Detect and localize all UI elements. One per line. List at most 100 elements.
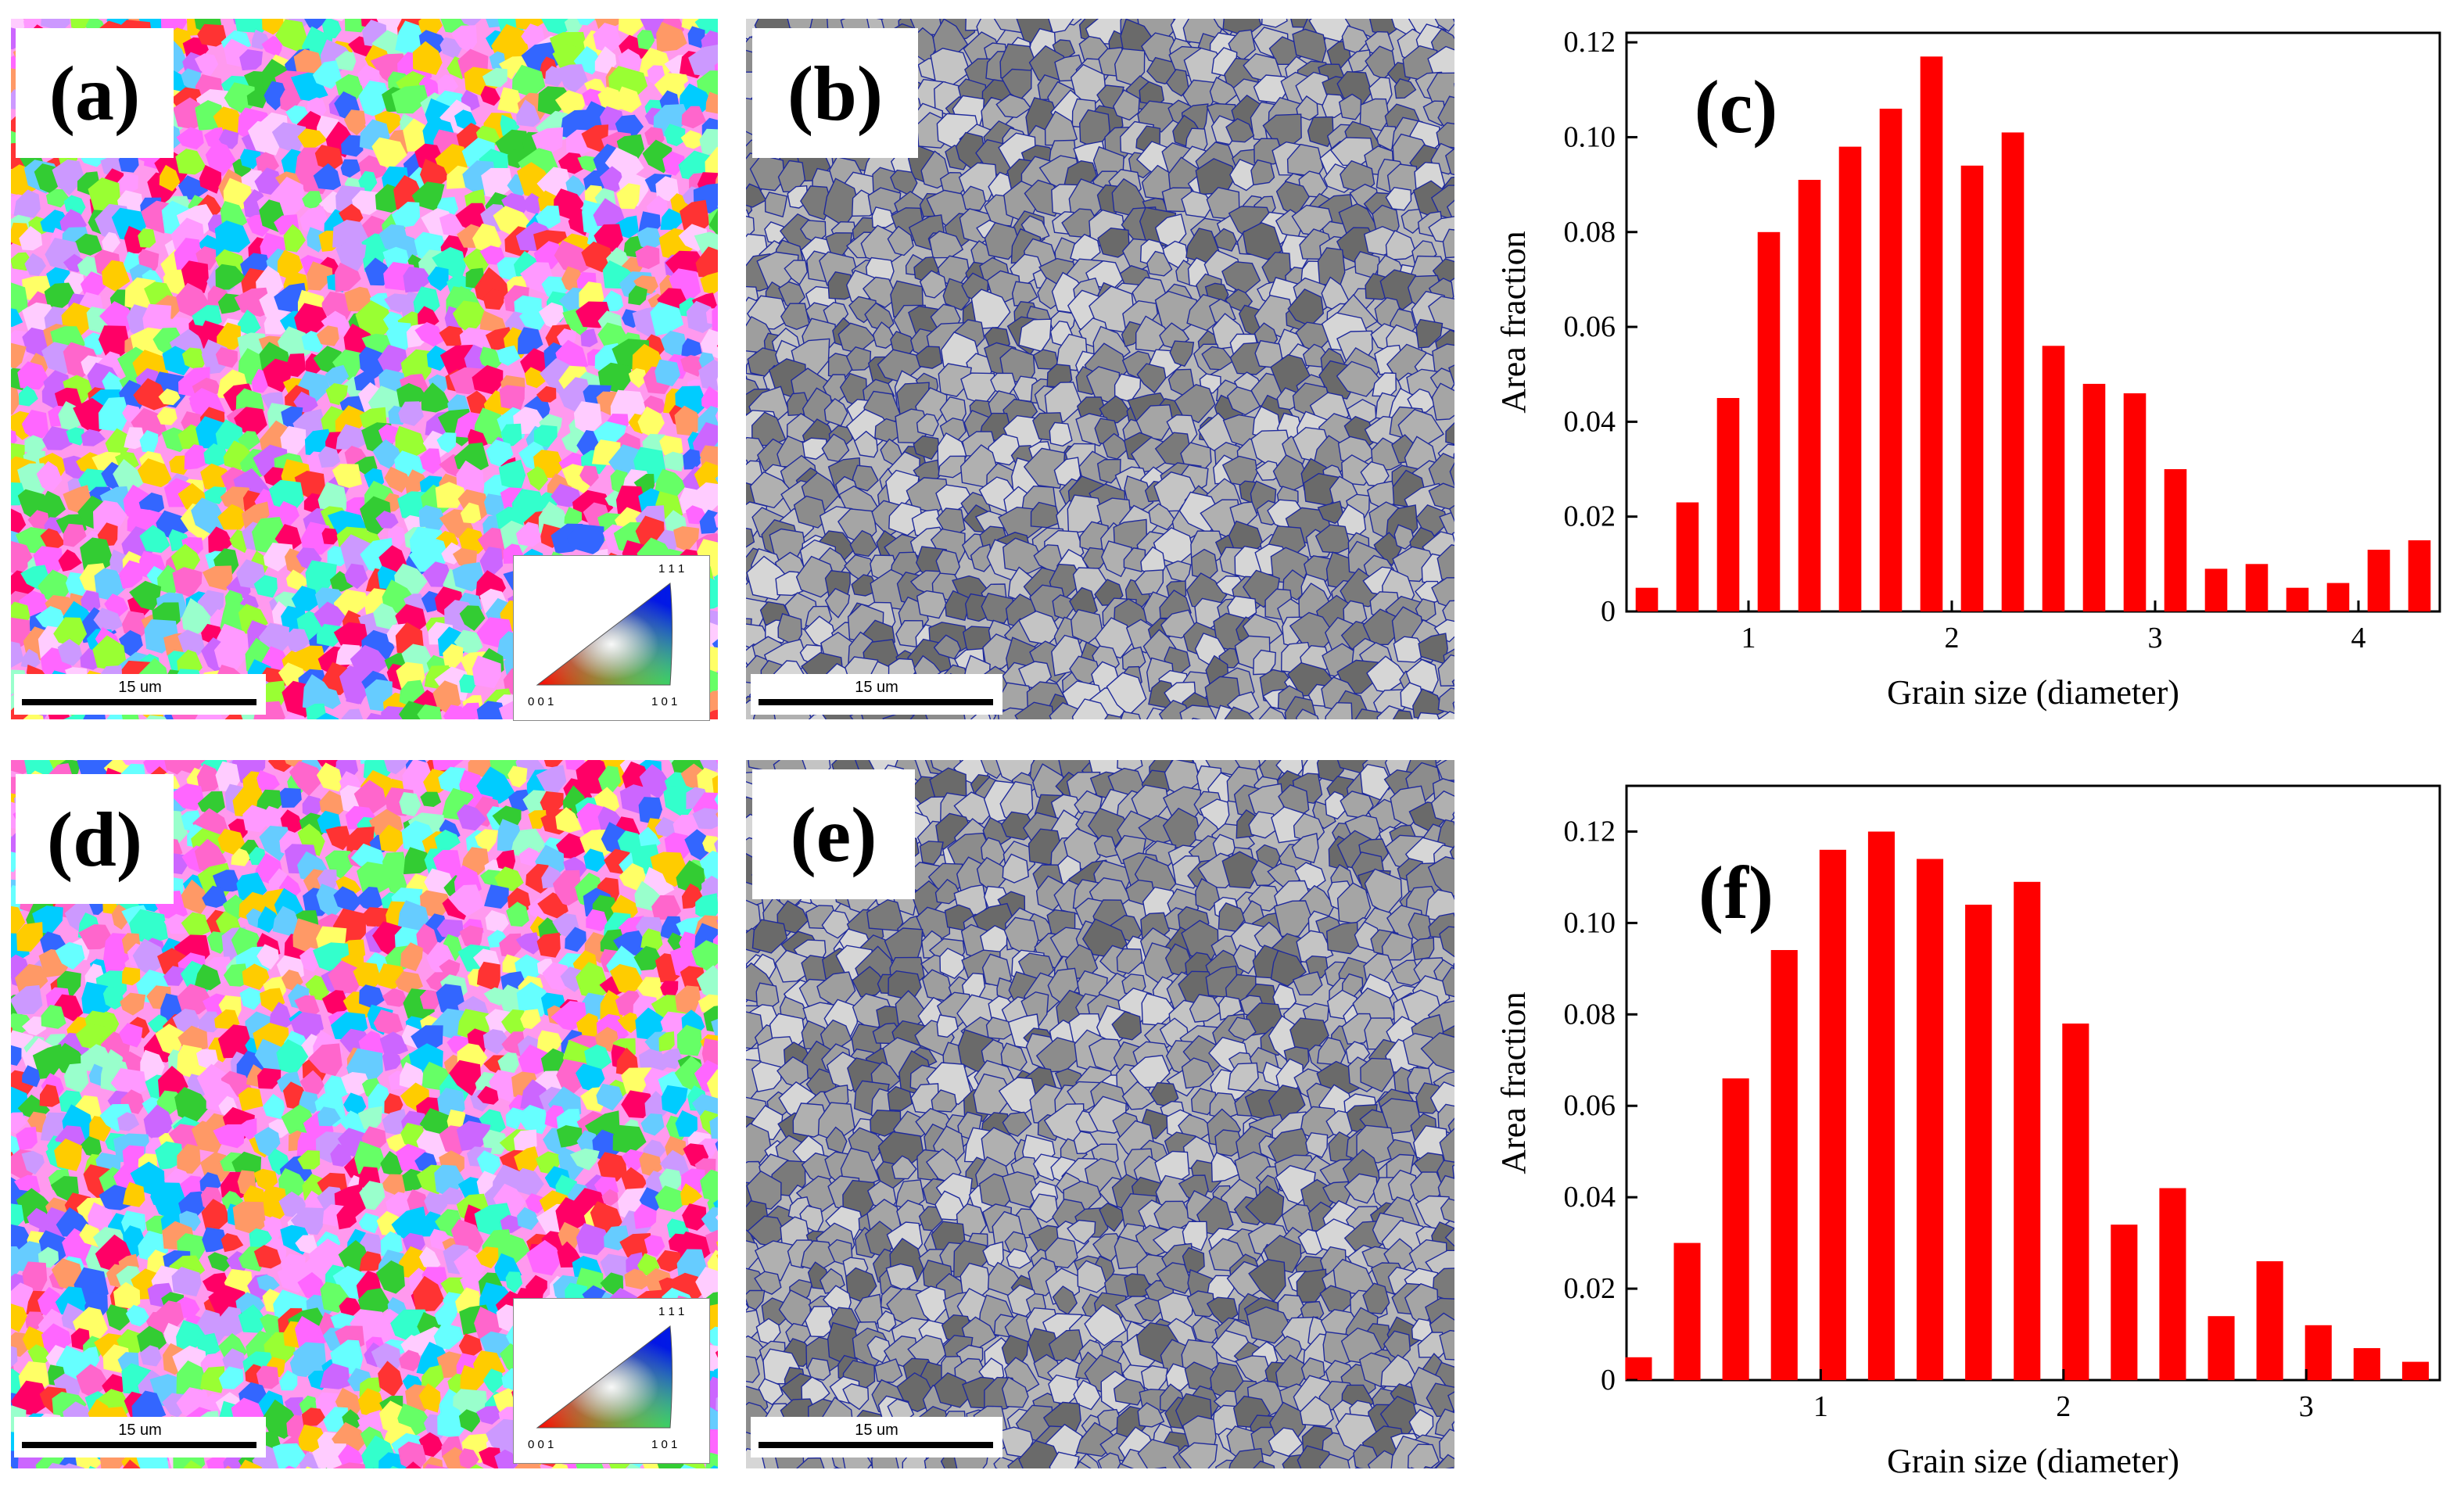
scale-bar-a-line bbox=[22, 699, 256, 705]
x-axis-label: Grain size (diameter) bbox=[1887, 673, 2179, 712]
scale-bar-b: 15 um bbox=[751, 674, 1002, 715]
scale-bar-e-label: 15 um bbox=[855, 1422, 898, 1439]
x-tick-label: 3 bbox=[2299, 1390, 2314, 1423]
y-tick-label: 0.02 bbox=[1564, 1272, 1616, 1305]
x-axis-label: Grain size (diameter) bbox=[1887, 1442, 2179, 1480]
histogram-bar bbox=[2367, 550, 2390, 611]
boundary-map-e bbox=[746, 760, 1454, 1468]
y-tick-label: 0 bbox=[1601, 1364, 1616, 1397]
histogram-bar bbox=[1819, 849, 1846, 1380]
histogram-bar bbox=[1673, 1242, 1701, 1380]
panel-label-bg bbox=[1658, 47, 1814, 164]
y-axis-label: Area fraction bbox=[1494, 231, 1533, 413]
boundary-map-b bbox=[746, 19, 1454, 719]
histogram-bar bbox=[2208, 1316, 2235, 1380]
ipf-legend-a-triangle bbox=[536, 583, 672, 686]
histogram-bar bbox=[2326, 583, 2350, 611]
histogram-bar bbox=[2353, 1348, 2380, 1380]
histogram-bar bbox=[2001, 132, 2025, 611]
panel-label-e: (e) bbox=[752, 769, 915, 899]
y-tick-label: 0.04 bbox=[1564, 1181, 1616, 1214]
panel-label-d: (d) bbox=[16, 774, 174, 904]
histogram-bar bbox=[2123, 393, 2147, 611]
panel-label-bg bbox=[1658, 833, 1814, 950]
scale-bar-a: 15 um bbox=[14, 674, 266, 715]
y-tick-label: 0.10 bbox=[1564, 906, 1616, 939]
x-tick-label: 4 bbox=[2351, 622, 2366, 654]
panel-label-a: (a) bbox=[16, 28, 174, 158]
histogram-bar bbox=[2014, 881, 2041, 1380]
boundary-map-e-grains bbox=[746, 760, 1454, 1468]
histogram-bar bbox=[2111, 1224, 2138, 1380]
panel-label-c: (c) bbox=[1695, 65, 1778, 149]
y-tick-label: 0.12 bbox=[1564, 26, 1616, 59]
histogram-bar bbox=[1625, 1357, 1652, 1380]
histogram-f: 0 0.02 0.04 0.06 0.08 0.10 0.12 1 2 3 Grain size (… bbox=[1494, 784, 2441, 1480]
ipf-legend-d-111: 1 1 1 bbox=[658, 1305, 685, 1318]
y-tick-label: 0 bbox=[1601, 595, 1616, 628]
histogram-bar bbox=[1635, 587, 1659, 611]
ipf-legend-d-101: 1 0 1 bbox=[651, 1438, 678, 1451]
y-tick-label: 0.08 bbox=[1564, 998, 1616, 1031]
panel-label-f: (f) bbox=[1698, 851, 1774, 934]
ipf-legend-d: 1 1 1 0 0 1 1 0 1 bbox=[513, 1298, 710, 1464]
histogram-bar bbox=[1770, 909, 1798, 1380]
scale-bar-a-label: 15 um bbox=[118, 679, 162, 696]
ipf-legend-a-001: 0 0 1 bbox=[528, 695, 554, 708]
ipf-legend-d-001: 0 0 1 bbox=[528, 1438, 554, 1451]
y-axis-label: Area fraction bbox=[1494, 991, 1533, 1174]
histogram-bar bbox=[2042, 346, 2065, 611]
histogram-bar bbox=[1722, 1078, 1749, 1380]
histogram-bar bbox=[2401, 1361, 2429, 1380]
histogram-bar bbox=[2408, 540, 2431, 611]
histogram-bar bbox=[1920, 56, 1943, 612]
histogram-bar bbox=[1757, 231, 1781, 611]
scale-bar-d: 15 um bbox=[14, 1417, 266, 1458]
histogram-bar bbox=[2286, 587, 2309, 611]
scale-bar-b-label: 15 um bbox=[855, 679, 898, 696]
x-tick-label: 3 bbox=[2148, 622, 2163, 654]
x-tick-label: 1 bbox=[1741, 622, 1756, 654]
histogram-bar bbox=[1798, 180, 1821, 611]
scale-bar-d-label: 15 um bbox=[118, 1422, 162, 1439]
histogram-bar bbox=[1676, 502, 1699, 611]
histogram-bar bbox=[2159, 1188, 2186, 1380]
histogram-bar bbox=[1917, 859, 1944, 1380]
y-tick-label: 0.02 bbox=[1564, 500, 1616, 533]
histogram-bar bbox=[2082, 383, 2106, 611]
ipf-legend-a-111: 1 1 1 bbox=[658, 562, 685, 575]
y-tick-label: 0.12 bbox=[1564, 815, 1616, 848]
x-tick-label: 2 bbox=[1945, 622, 1960, 654]
ipf-map-d bbox=[11, 760, 718, 1468]
ipf-legend-d-triangle bbox=[536, 1325, 672, 1429]
histogram-bar bbox=[2164, 469, 2187, 611]
y-tick-label: 0.06 bbox=[1564, 1089, 1616, 1122]
scale-bar-e: 15 um bbox=[751, 1417, 1002, 1458]
plot-frame bbox=[1625, 31, 2441, 613]
histogram-bar bbox=[2062, 1024, 2089, 1380]
histogram-bar bbox=[1838, 146, 1862, 612]
boundary-map-b-grains bbox=[746, 19, 1454, 719]
histogram-bar bbox=[1716, 398, 1740, 611]
x-tick-label: 1 bbox=[1813, 1390, 1828, 1423]
histogram-bar bbox=[1879, 109, 1903, 611]
scale-bar-d-line bbox=[22, 1442, 256, 1448]
panel-label-b: (b) bbox=[752, 28, 918, 158]
y-tick-label: 0.08 bbox=[1564, 216, 1616, 249]
y-tick-label: 0.06 bbox=[1564, 310, 1616, 343]
histogram-bar bbox=[1867, 831, 1895, 1380]
ipf-map-d-grains bbox=[11, 760, 718, 1468]
histogram-bar bbox=[2204, 568, 2228, 611]
histogram-bar bbox=[2256, 1261, 2283, 1380]
histogram-bar bbox=[2245, 564, 2269, 611]
histogram-c: 0 0.02 0.04 0.06 0.08 0.10 0.12 1 2 3 4 Grain size … bbox=[1494, 26, 2441, 712]
histogram-bar bbox=[1960, 165, 1984, 612]
ipf-legend-a-101: 1 0 1 bbox=[651, 695, 678, 708]
y-tick-label: 0.04 bbox=[1564, 405, 1616, 438]
histogram-bar bbox=[1965, 905, 1992, 1380]
histogram-bar bbox=[2304, 1325, 2332, 1380]
scale-bar-e-line bbox=[759, 1442, 993, 1448]
y-tick-label: 0.10 bbox=[1564, 120, 1616, 153]
ipf-legend-a: 1 1 1 0 0 1 1 0 1 bbox=[513, 555, 710, 721]
scale-bar-b-line bbox=[759, 699, 993, 705]
